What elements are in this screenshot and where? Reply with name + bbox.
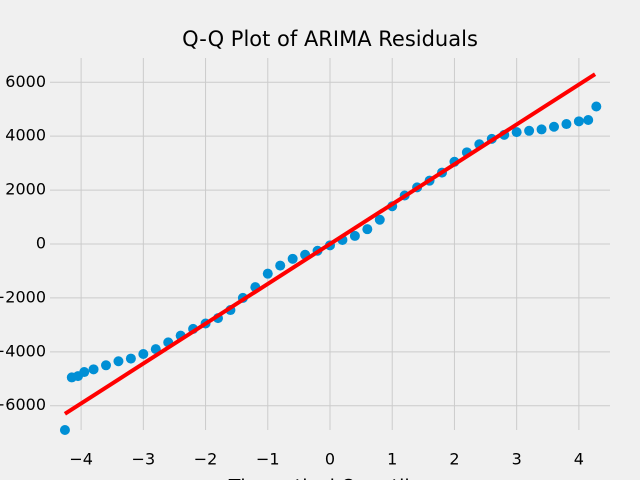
point: [536, 124, 547, 135]
point: [59, 425, 70, 435]
point: [88, 364, 99, 375]
x-tick-label: 0: [325, 450, 335, 469]
x-tick-label: −3: [132, 450, 156, 469]
point: [583, 115, 594, 125]
point: [549, 121, 559, 132]
point: [150, 344, 161, 355]
y-tick-label: 0: [36, 234, 46, 253]
point: [125, 353, 136, 364]
x-tick-label: 2: [449, 450, 459, 469]
point: [101, 360, 111, 371]
y-tick-label: 4000: [5, 126, 46, 145]
y-tick-label: −2000: [0, 287, 46, 306]
y-tick-label: 6000: [5, 72, 46, 91]
point: [113, 356, 124, 367]
point: [262, 268, 273, 279]
point: [138, 348, 149, 359]
x-axis-label: Theoretical Quantiles: [228, 476, 431, 480]
x-tick-label: 4: [574, 450, 584, 469]
point: [362, 224, 373, 235]
y-tick-label: 2000: [5, 180, 46, 199]
fit-line: [63, 72, 597, 416]
point: [275, 260, 286, 271]
chart-title: Q-Q Plot of ARIMA Residuals: [182, 27, 478, 51]
point: [79, 367, 90, 378]
point: [374, 214, 385, 225]
x-tick-label: −2: [194, 450, 218, 469]
point: [591, 101, 602, 112]
x-tick-label: −4: [69, 450, 93, 469]
y-tick-label: −4000: [0, 341, 46, 360]
x-tick-label: 3: [512, 450, 522, 469]
point: [349, 230, 360, 241]
x-tick-label: 1: [387, 450, 397, 469]
point: [573, 116, 584, 127]
point: [524, 125, 535, 136]
point: [561, 119, 572, 130]
x-tick-label: −1: [256, 450, 280, 469]
point: [511, 127, 522, 138]
point: [287, 253, 298, 264]
y-tick-label: −6000: [0, 395, 46, 414]
